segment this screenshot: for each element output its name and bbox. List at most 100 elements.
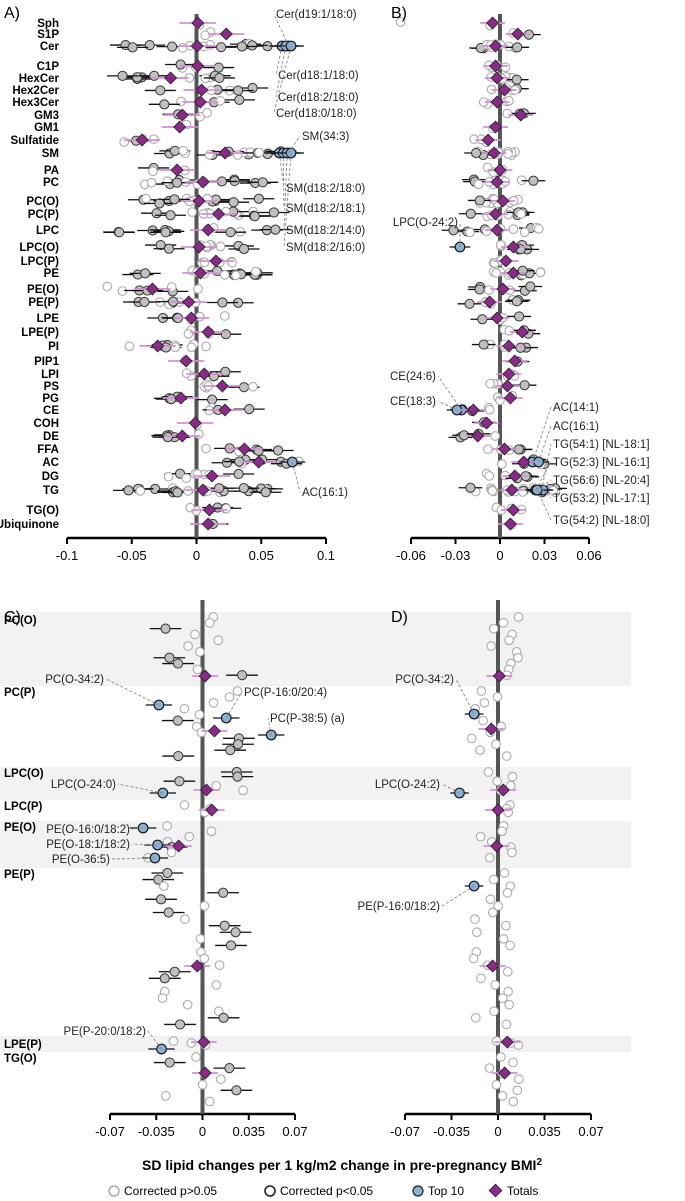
point-sig bbox=[140, 268, 151, 279]
panel-label-b: B) bbox=[391, 5, 407, 22]
point-sig bbox=[465, 208, 476, 219]
total-marker bbox=[487, 146, 501, 160]
point-ns bbox=[489, 194, 499, 205]
total-marker bbox=[182, 295, 196, 309]
x-tick-label: -0.05 bbox=[117, 548, 147, 563]
point-ns bbox=[248, 381, 258, 392]
point-ns bbox=[485, 894, 496, 905]
point-sig bbox=[155, 85, 166, 96]
point-ns bbox=[194, 311, 205, 322]
total-marker bbox=[506, 266, 520, 280]
point-sig bbox=[225, 940, 237, 951]
point-sig bbox=[163, 243, 175, 254]
point-ns bbox=[157, 993, 168, 1003]
point-ns bbox=[186, 1038, 197, 1048]
row-band bbox=[0, 767, 631, 800]
point-ns bbox=[484, 285, 494, 295]
total-marker bbox=[219, 27, 233, 41]
point-ns bbox=[204, 617, 215, 628]
point-ns bbox=[491, 268, 502, 278]
point-sig bbox=[123, 485, 134, 496]
leader-line bbox=[283, 152, 292, 248]
point-ns bbox=[475, 831, 486, 842]
point-ns bbox=[519, 227, 530, 238]
total-marker bbox=[493, 163, 507, 177]
point-ns bbox=[182, 999, 193, 1010]
panel-label-a: A) bbox=[4, 5, 20, 22]
legend-marker-sig bbox=[264, 1185, 276, 1197]
point-ns bbox=[194, 709, 205, 720]
point-ns bbox=[493, 901, 503, 911]
x-tick-label: -0.06 bbox=[396, 548, 426, 563]
class-label: AC bbox=[42, 457, 59, 469]
point-sig bbox=[249, 211, 260, 222]
x-tick-label: -0.03 bbox=[441, 548, 471, 563]
point-ns bbox=[395, 17, 406, 27]
total-marker bbox=[199, 783, 213, 797]
point-sig bbox=[214, 72, 225, 84]
total-marker bbox=[502, 339, 516, 353]
leader-line bbox=[131, 843, 158, 846]
total-marker bbox=[201, 325, 215, 339]
leader-line bbox=[273, 45, 292, 114]
x-tick-label: 0.06 bbox=[576, 548, 601, 563]
total-marker bbox=[170, 163, 184, 177]
total-marker bbox=[497, 83, 511, 97]
point-sig bbox=[525, 281, 536, 292]
point-sig bbox=[169, 194, 180, 205]
point-ns bbox=[508, 224, 519, 234]
class-label: TG bbox=[43, 485, 59, 497]
x-axis-title-main: SD lipid changes per 1 kg/m2 change in p… bbox=[142, 1157, 536, 1173]
class-label: PA bbox=[44, 165, 59, 177]
point-sig bbox=[528, 175, 539, 186]
point-sig bbox=[233, 468, 244, 480]
point-sig bbox=[166, 393, 177, 405]
point-ns bbox=[502, 887, 513, 898]
point-sig bbox=[114, 227, 125, 238]
point-sig bbox=[238, 382, 250, 393]
point-ns bbox=[194, 647, 205, 657]
total-marker bbox=[135, 133, 149, 147]
point-ns bbox=[211, 980, 222, 990]
point-ns bbox=[219, 311, 230, 321]
point-ns bbox=[465, 227, 475, 238]
class-label: LPE bbox=[37, 313, 60, 325]
total-marker bbox=[496, 194, 510, 208]
leader-line bbox=[538, 479, 552, 491]
point-sig bbox=[155, 239, 166, 251]
total-marker bbox=[172, 839, 186, 853]
total-marker bbox=[215, 379, 229, 393]
point-ns bbox=[204, 1096, 215, 1107]
point-ns bbox=[232, 686, 243, 696]
leader-line bbox=[147, 1030, 162, 1050]
x-tick-label: 0.07 bbox=[282, 1124, 307, 1139]
total-marker bbox=[184, 311, 198, 325]
point-ns bbox=[501, 751, 512, 761]
point-ns bbox=[484, 852, 495, 863]
point-ns bbox=[168, 1036, 179, 1046]
class-label: PE(O) bbox=[27, 284, 59, 296]
point-sig bbox=[206, 394, 218, 405]
leader-line bbox=[288, 135, 301, 154]
point-ns bbox=[232, 150, 243, 160]
leader-line bbox=[282, 152, 285, 209]
point-sig bbox=[172, 715, 183, 726]
point-sig bbox=[477, 314, 488, 325]
total-marker bbox=[490, 95, 504, 109]
top-lipid-label: PE(P-20:0/18:2) bbox=[64, 1026, 147, 1038]
point-sig bbox=[173, 750, 184, 762]
point-sig bbox=[517, 265, 528, 276]
point-ns bbox=[508, 1096, 519, 1107]
point-sig bbox=[155, 894, 167, 905]
point-sig bbox=[217, 297, 228, 308]
point-ns bbox=[193, 429, 204, 439]
point-ns bbox=[476, 973, 486, 984]
point-ns bbox=[516, 209, 526, 219]
point-ns bbox=[135, 486, 146, 496]
point-ns bbox=[224, 692, 235, 702]
point-sig bbox=[171, 177, 183, 188]
class-label: LPC(P) bbox=[4, 801, 43, 813]
total-marker bbox=[490, 223, 504, 237]
top-lipid-label: AC(14:1) bbox=[553, 402, 599, 414]
total-marker bbox=[496, 282, 510, 296]
